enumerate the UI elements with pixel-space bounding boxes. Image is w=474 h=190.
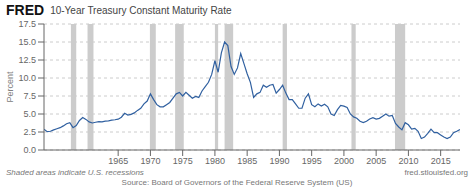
svg-text:2005: 2005 — [366, 156, 386, 166]
svg-text:0.0: 0.0 — [23, 145, 36, 155]
svg-text:Percent: Percent — [8, 71, 15, 103]
html-text:Source: Board of Governors of: Source: Board of Governors of the Federa… — [121, 178, 353, 187]
svg-text:12.5: 12.5 — [18, 55, 36, 65]
svg-text:2.5: 2.5 — [23, 127, 36, 137]
svg-text:2010: 2010 — [398, 156, 418, 166]
html-text:fred.stlouisfed.org: fred.stlouisfed.org — [404, 168, 468, 177]
svg-text:15.0: 15.0 — [18, 37, 36, 47]
svg-text:5.0: 5.0 — [23, 109, 36, 119]
svg-text:10.0: 10.0 — [18, 73, 36, 83]
html-text:FRED 10-Year Treasury Constant: FRED 10-Year Treasury Constant Maturity … — [6, 2, 232, 18]
svg-text:1965: 1965 — [108, 156, 128, 166]
svg-text:1985: 1985 — [237, 156, 257, 166]
html-text:Shaded areas indicate U.S. rec: Shaded areas indicate U.S. recessions — [6, 168, 144, 177]
svg-text:17.5: 17.5 — [18, 20, 36, 29]
svg-text:1975: 1975 — [173, 156, 193, 166]
svg-text:2000: 2000 — [334, 156, 354, 166]
svg-text:2015: 2015 — [431, 156, 451, 166]
svg-text:1980: 1980 — [205, 156, 225, 166]
svg-text:1970: 1970 — [140, 156, 160, 166]
svg-text:7.5: 7.5 — [23, 91, 36, 101]
svg-text:1990: 1990 — [269, 156, 289, 166]
svg-text:1995: 1995 — [302, 156, 322, 166]
